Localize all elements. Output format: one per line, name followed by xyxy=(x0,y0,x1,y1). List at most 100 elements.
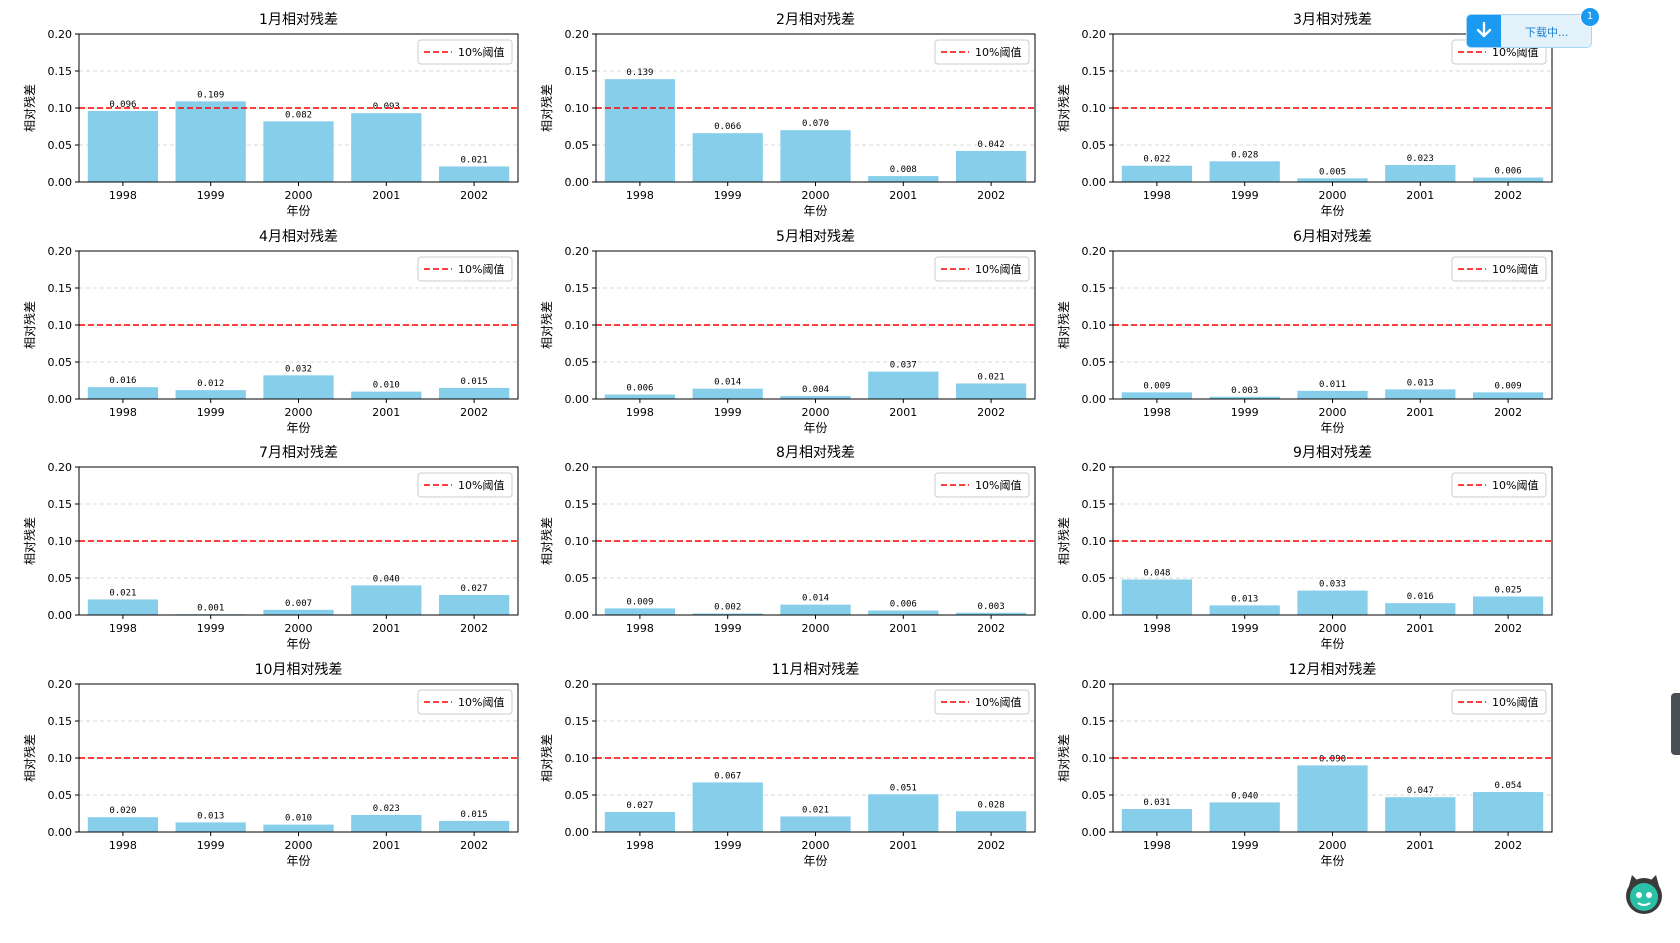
x-tick-label: 1998 xyxy=(109,189,137,202)
y-tick-label: 0.15 xyxy=(48,65,73,78)
legend: 10%阈值 xyxy=(934,39,1030,65)
y-tick-label: 0.10 xyxy=(1082,752,1107,765)
legend-label: 10%阈值 xyxy=(1492,695,1538,709)
bar-value-label: 0.006 xyxy=(890,600,917,610)
bar-value-label: 0.021 xyxy=(802,805,829,815)
bar-value-label: 0.016 xyxy=(109,376,136,386)
y-axis-label: 相对残差 xyxy=(540,734,554,782)
y-tick-label: 0.15 xyxy=(565,282,590,295)
bar xyxy=(263,824,334,832)
legend-label: 10%阈值 xyxy=(975,478,1021,492)
bar xyxy=(868,610,939,615)
y-axis-label: 相对残差 xyxy=(540,517,554,565)
x-tick-label: 2002 xyxy=(977,189,1005,202)
bar xyxy=(1385,603,1456,615)
x-axis-label: 年份 xyxy=(803,854,827,868)
bar-value-label: 0.003 xyxy=(1231,386,1258,396)
y-tick-label: 0.05 xyxy=(1082,139,1107,152)
y-tick-label: 0.10 xyxy=(1082,319,1107,332)
bar xyxy=(438,166,510,182)
y-tick-label: 0.15 xyxy=(1082,282,1107,295)
legend-box xyxy=(417,689,513,715)
bar-value-label: 0.082 xyxy=(285,110,312,120)
bar-value-label: 0.023 xyxy=(373,804,400,814)
x-tick-label: 2002 xyxy=(1494,839,1522,852)
legend-box xyxy=(417,39,513,65)
bar-value-label: 0.109 xyxy=(197,90,224,100)
bar-value-label: 0.047 xyxy=(1407,786,1434,796)
month-subplot: 0.009 0.002 0.014 0.006 0.003 0.00 0.05 0.10 0.1… xyxy=(540,445,1036,635)
bar xyxy=(1209,161,1280,182)
legend-box xyxy=(934,256,1030,282)
y-axis-label: 相对残差 xyxy=(1057,84,1071,132)
month-subplot: 0.006 0.014 0.004 0.037 0.021 0.00 0.05 0.10 0.1… xyxy=(540,229,1036,435)
side-panel-handle[interactable] xyxy=(1671,693,1680,755)
bar-value-label: 0.139 xyxy=(626,68,653,78)
bar-value-label: 0.011 xyxy=(1319,380,1346,390)
y-tick-label: 0.15 xyxy=(565,715,590,728)
bar xyxy=(780,604,851,615)
x-tick-label: 1999 xyxy=(1231,189,1259,202)
bar-value-label: 0.031 xyxy=(1143,798,1170,808)
bar xyxy=(1385,389,1456,399)
x-tick-label: 2001 xyxy=(1406,622,1434,635)
bar-value-label: 0.070 xyxy=(802,119,829,129)
y-tick-label: 0.00 xyxy=(48,393,73,406)
x-tick-label: 2001 xyxy=(1406,839,1434,852)
x-tick-label: 1998 xyxy=(626,406,654,419)
download-widget[interactable]: 下载中... 1 xyxy=(1466,7,1600,48)
y-tick-label: 0.15 xyxy=(48,498,73,511)
y-tick-label: 0.05 xyxy=(565,789,590,802)
x-tick-label: 2002 xyxy=(460,622,488,635)
y-tick-label: 0.00 xyxy=(1082,826,1107,839)
bar-value-label: 0.054 xyxy=(1495,781,1522,791)
bar xyxy=(955,811,1027,832)
legend-label: 10%阈值 xyxy=(458,478,504,492)
x-tick-label: 2001 xyxy=(372,839,400,852)
month-subplot: 0.021 0.001 0.007 0.040 0.027 0.00 0.05 0.10 0.1… xyxy=(23,445,519,651)
month-subplot: 0.020 0.013 0.010 0.023 0.015 0.00 0.05 0.10 0.1… xyxy=(23,662,519,868)
y-tick-label: 0.20 xyxy=(48,678,73,691)
assistant-mascot-icon[interactable] xyxy=(1622,872,1666,916)
y-axis-label: 相对残差 xyxy=(540,301,554,349)
x-axis-label: 年份 xyxy=(1320,854,1344,868)
y-tick-label: 0.10 xyxy=(1082,535,1107,548)
x-tick-label: 2000 xyxy=(285,622,313,635)
y-tick-label: 0.15 xyxy=(1082,65,1107,78)
legend: 10%阈值 xyxy=(934,472,1030,498)
y-tick-label: 0.00 xyxy=(565,609,590,622)
bar xyxy=(1472,596,1544,615)
bar-value-label: 0.020 xyxy=(109,806,136,816)
y-tick-label: 0.15 xyxy=(1082,498,1107,511)
y-tick-label: 0.20 xyxy=(1082,678,1107,691)
bar-value-label: 0.090 xyxy=(1319,754,1346,764)
subplot-title: 6月相对残差 xyxy=(1293,229,1372,245)
y-tick-label: 0.10 xyxy=(48,319,73,332)
bar xyxy=(438,820,510,832)
bar-value-label: 0.093 xyxy=(373,102,400,112)
bar xyxy=(1297,390,1368,399)
y-tick-label: 0.10 xyxy=(48,102,73,115)
subplot-title: 4月相对残差 xyxy=(259,229,338,245)
bar-value-label: 0.009 xyxy=(1143,381,1170,391)
legend-box xyxy=(1451,256,1547,282)
bar xyxy=(1121,579,1193,615)
legend-label: 10%阈值 xyxy=(1492,45,1538,59)
x-tick-label: 2000 xyxy=(1319,189,1347,202)
x-tick-label: 2002 xyxy=(977,839,1005,852)
y-tick-label: 0.20 xyxy=(48,461,73,474)
y-tick-label: 0.10 xyxy=(565,319,590,332)
bar-value-label: 0.004 xyxy=(802,385,829,395)
x-tick-label: 1998 xyxy=(109,839,137,852)
y-tick-label: 0.00 xyxy=(565,393,590,406)
x-tick-label: 1998 xyxy=(626,839,654,852)
legend-label: 10%阈值 xyxy=(975,695,1021,709)
bar xyxy=(1121,809,1193,832)
subplot-title: 10月相对残差 xyxy=(255,662,343,678)
legend-label: 10%阈值 xyxy=(458,45,504,59)
y-tick-label: 0.00 xyxy=(48,176,73,189)
bar-value-label: 0.006 xyxy=(1495,167,1522,177)
y-tick-label: 0.10 xyxy=(565,535,590,548)
x-tick-label: 1998 xyxy=(109,406,137,419)
